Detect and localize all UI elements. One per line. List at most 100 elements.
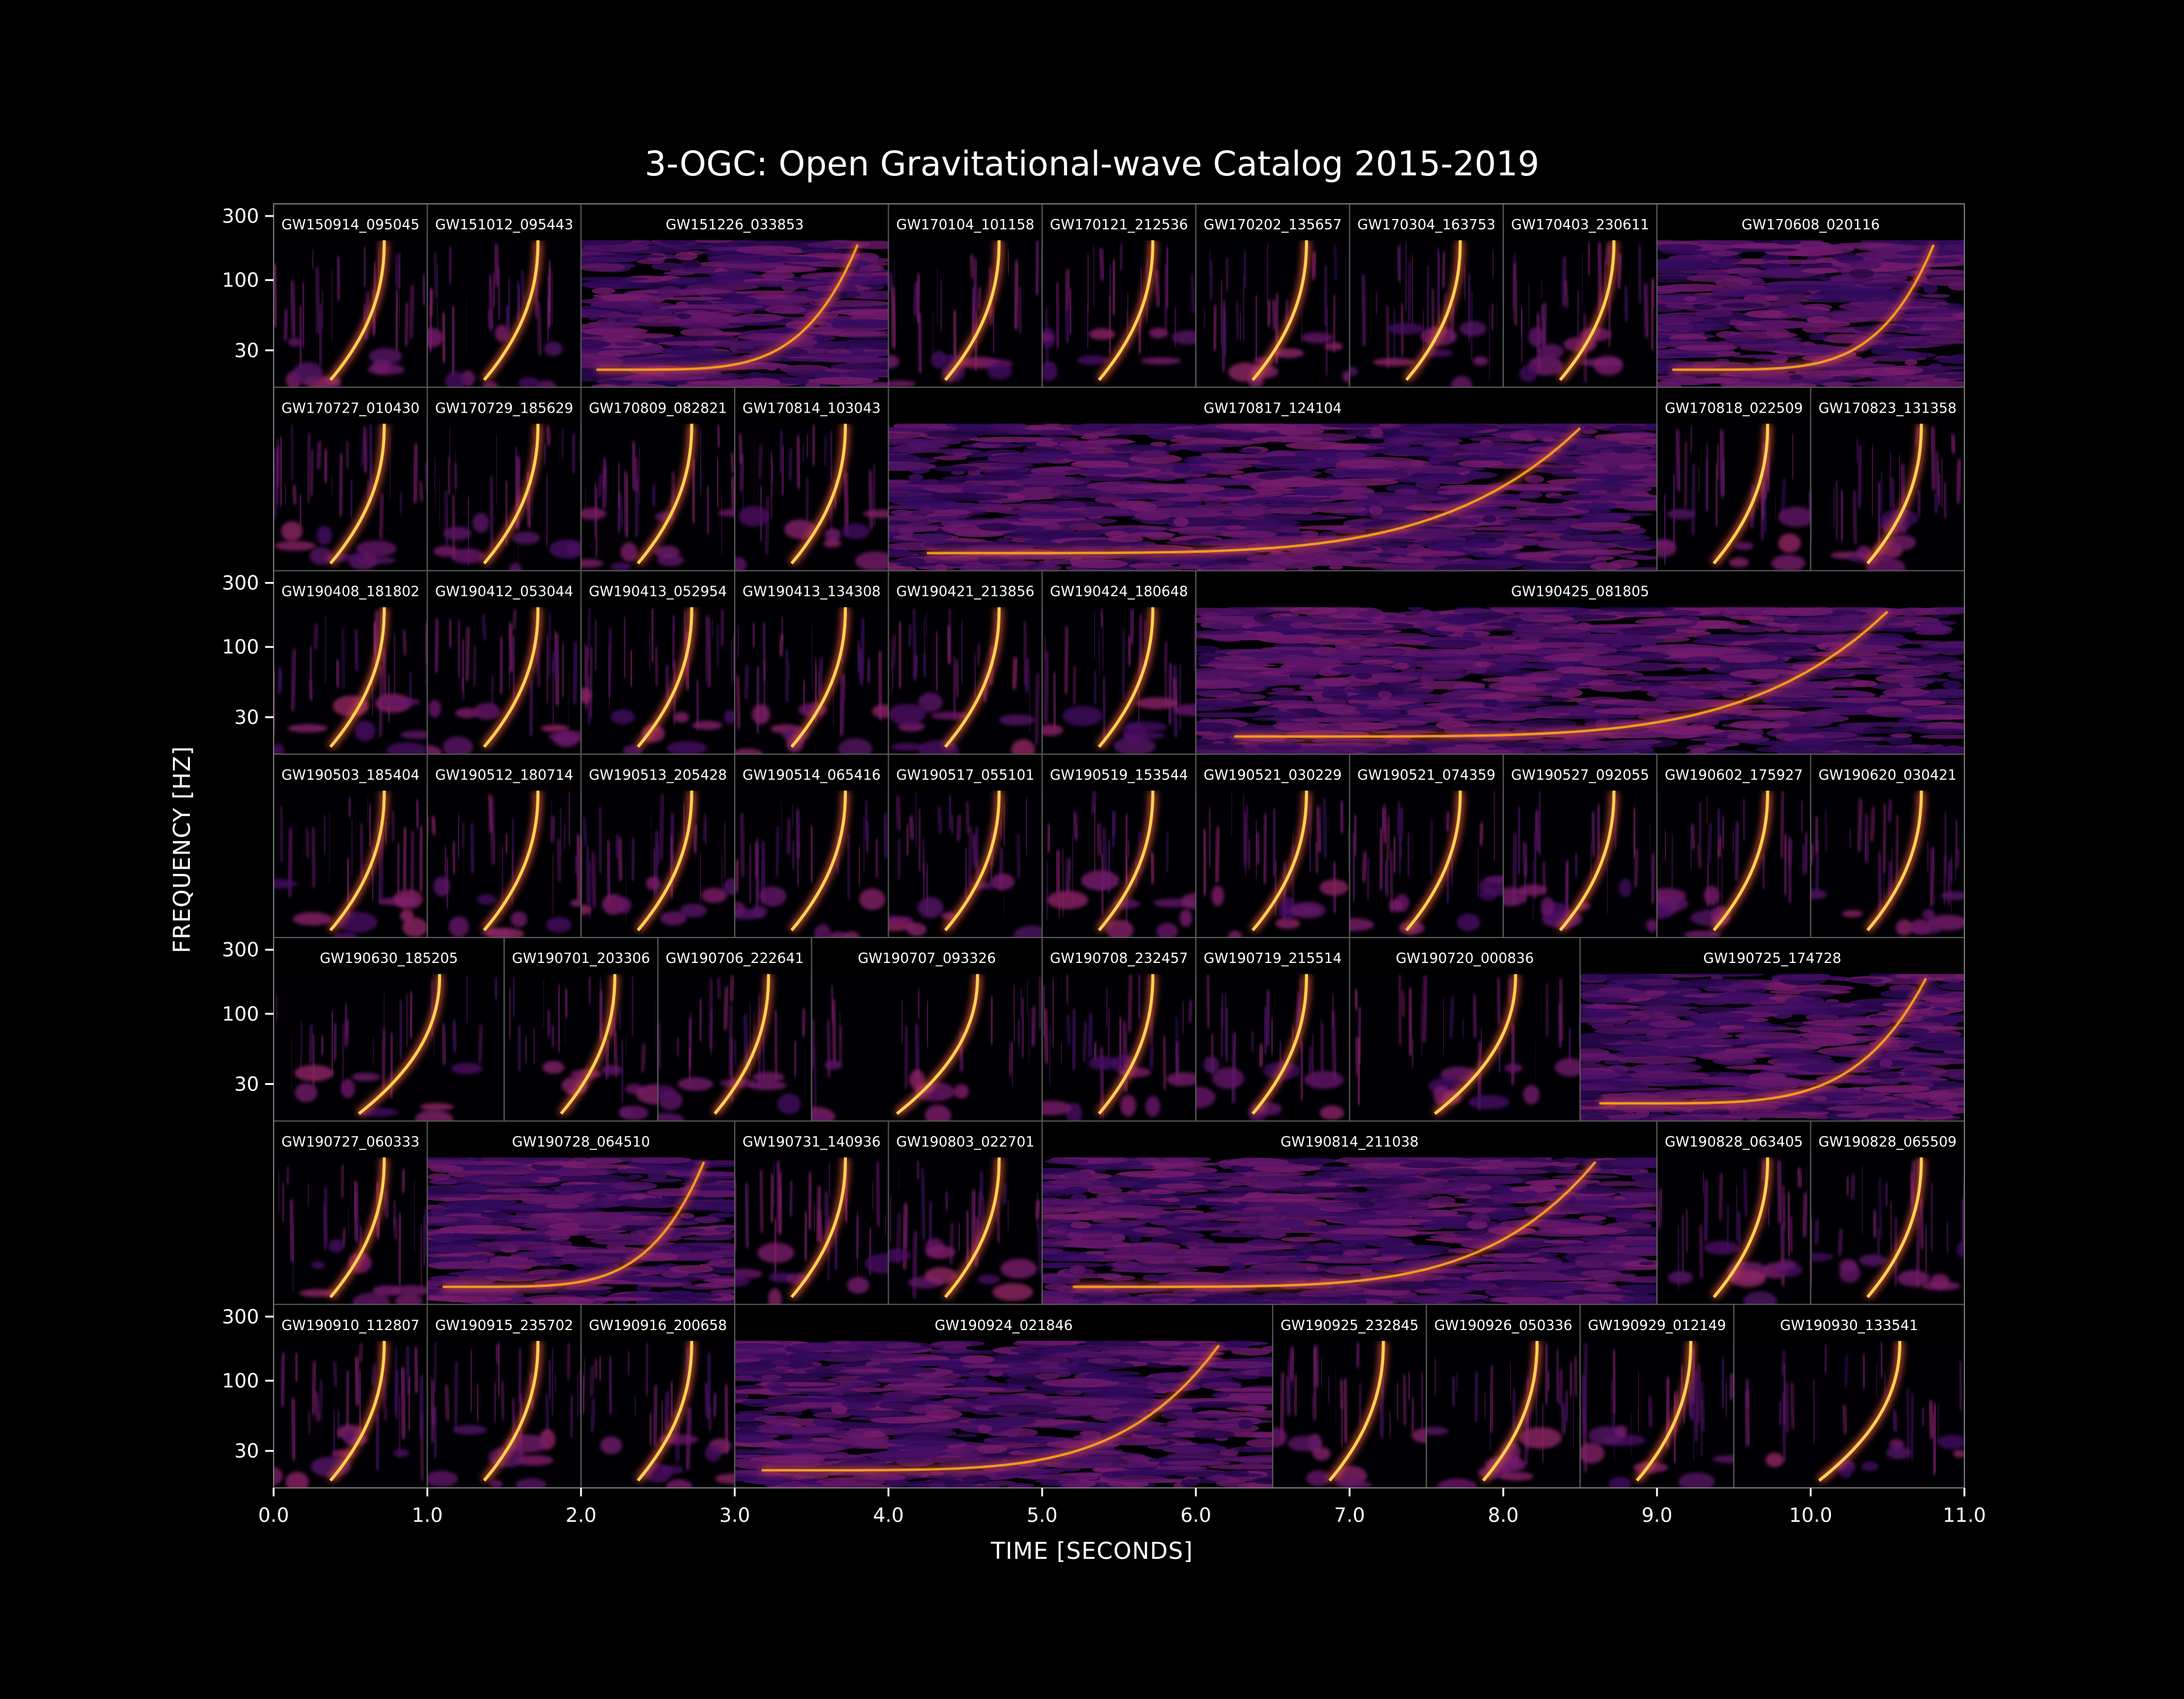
event-panel: GW190719_215514 bbox=[1195, 937, 1350, 1122]
event-label: GW190503_185404 bbox=[281, 768, 420, 783]
event-panel: GW190412_053044 bbox=[426, 570, 582, 755]
event-label: GW150914_095045 bbox=[281, 217, 420, 233]
y-tick-label: 300 bbox=[222, 572, 259, 595]
y-tick-label: 30 bbox=[234, 706, 259, 729]
event-label: GW190708_232457 bbox=[1050, 951, 1188, 967]
event-panel: GW170814_103043 bbox=[734, 387, 889, 572]
event-panel: GW170104_101158 bbox=[888, 203, 1043, 388]
y-tick-label: 30 bbox=[234, 1439, 259, 1462]
event-label: GW190521_030229 bbox=[1204, 768, 1342, 783]
event-panel: GW170608_020116 bbox=[1656, 203, 1965, 388]
event-panel: GW190630_185205 bbox=[273, 937, 505, 1122]
x-tick-label: 3.0 bbox=[720, 1504, 750, 1527]
event-panel: GW170729_185629 bbox=[426, 387, 582, 572]
x-tick-label: 9.0 bbox=[1642, 1504, 1673, 1527]
y-tick-label: 100 bbox=[222, 269, 259, 292]
event-label: GW190527_092055 bbox=[1511, 768, 1650, 783]
chart-title: 3-OGC: Open Gravitational-wave Catalog 2… bbox=[644, 144, 1540, 184]
event-panel: GW190521_030229 bbox=[1195, 753, 1350, 939]
event-panel: GW190602_175927 bbox=[1656, 753, 1812, 939]
event-label: GW190727_060333 bbox=[281, 1135, 420, 1150]
event-panel: GW190814_211038 bbox=[1041, 1120, 1658, 1305]
event-panel: GW190929_012149 bbox=[1579, 1303, 1734, 1489]
event-label: GW190916_200658 bbox=[589, 1318, 727, 1334]
event-label: GW170608_020116 bbox=[1742, 217, 1880, 233]
x-tick-label: 7.0 bbox=[1334, 1504, 1365, 1527]
y-tick-label: 100 bbox=[222, 1002, 259, 1025]
event-panel: GW190701_203306 bbox=[504, 937, 659, 1122]
event-panel: GW190706_222641 bbox=[657, 937, 812, 1122]
x-tick-label: 8.0 bbox=[1488, 1504, 1518, 1527]
event-label: GW170403_230611 bbox=[1511, 217, 1650, 233]
event-label: GW190513_205428 bbox=[589, 768, 727, 783]
event-label: GW190521_074359 bbox=[1357, 768, 1495, 783]
event-label: GW190412_053044 bbox=[435, 584, 573, 600]
y-tick-label: 100 bbox=[222, 1369, 259, 1392]
event-label: GW170729_185629 bbox=[435, 400, 573, 416]
event-panel: GW150914_095045 bbox=[273, 203, 428, 388]
x-tick-label: 2.0 bbox=[565, 1504, 596, 1527]
event-panel: GW190720_000836 bbox=[1349, 937, 1581, 1122]
event-panel: GW190421_213856 bbox=[888, 570, 1043, 755]
x-tick-label: 10.0 bbox=[1789, 1504, 1832, 1527]
event-panel: GW190413_052954 bbox=[580, 570, 736, 755]
event-panel: GW190519_153544 bbox=[1041, 753, 1197, 939]
event-panel: GW151226_033853 bbox=[580, 203, 889, 388]
event-panel: GW190408_181802 bbox=[273, 570, 428, 755]
event-label: GW190728_064510 bbox=[512, 1135, 650, 1150]
event-label: GW190706_222641 bbox=[666, 951, 804, 967]
event-label: GW190929_012149 bbox=[1588, 1318, 1726, 1334]
event-label: GW190731_140936 bbox=[743, 1135, 881, 1150]
event-label: GW170121_212536 bbox=[1050, 217, 1188, 233]
event-panel: GW190915_235702 bbox=[426, 1303, 582, 1489]
event-panel: GW190727_060333 bbox=[273, 1120, 428, 1305]
event-label: GW190925_232845 bbox=[1281, 1318, 1419, 1334]
y-tick-label: 300 bbox=[222, 1305, 259, 1328]
event-label: GW170817_124104 bbox=[1204, 400, 1342, 416]
event-label: GW190413_052954 bbox=[589, 584, 727, 600]
y-tick-label: 30 bbox=[234, 1073, 259, 1096]
event-label: GW170104_101158 bbox=[896, 217, 1034, 233]
event-panel: GW170817_124104 bbox=[888, 387, 1658, 572]
event-panel: GW190517_055101 bbox=[888, 753, 1043, 939]
event-label: GW190425_081805 bbox=[1511, 584, 1650, 600]
event-label: GW190930_133541 bbox=[1780, 1318, 1918, 1334]
event-label: GW190814_211038 bbox=[1281, 1135, 1419, 1150]
event-panel: GW190513_205428 bbox=[580, 753, 736, 939]
event-label: GW151012_095443 bbox=[435, 217, 573, 233]
event-label: GW190424_180648 bbox=[1050, 584, 1188, 600]
event-label: GW190924_021846 bbox=[935, 1318, 1073, 1334]
event-panel: GW170121_212536 bbox=[1041, 203, 1197, 388]
event-label: GW190602_175927 bbox=[1665, 768, 1803, 783]
event-label: GW190514_065416 bbox=[743, 768, 881, 783]
event-label: GW190421_213856 bbox=[896, 584, 1034, 600]
event-panel: GW190512_180714 bbox=[426, 753, 582, 939]
event-label: GW170304_163753 bbox=[1357, 217, 1495, 233]
y-tick-label: 300 bbox=[222, 204, 259, 228]
event-label: GW190413_134308 bbox=[743, 584, 881, 600]
event-label: GW190519_153544 bbox=[1050, 768, 1188, 783]
event-label: GW190719_215514 bbox=[1204, 951, 1342, 967]
event-panel: GW190708_232457 bbox=[1041, 937, 1197, 1122]
event-panel: GW190413_134308 bbox=[734, 570, 889, 755]
event-panel: GW190521_074359 bbox=[1349, 753, 1504, 939]
y-tick-label: 100 bbox=[222, 635, 259, 658]
event-label: GW190910_112807 bbox=[281, 1318, 420, 1334]
event-panel: GW190527_092055 bbox=[1502, 753, 1658, 939]
event-label: GW190620_030421 bbox=[1818, 768, 1956, 783]
event-label: GW151226_033853 bbox=[666, 217, 804, 233]
event-panel: GW190707_093326 bbox=[811, 937, 1043, 1122]
event-label: GW170814_103043 bbox=[743, 400, 881, 416]
x-tick-label: 6.0 bbox=[1181, 1504, 1212, 1527]
event-label: GW190630_185205 bbox=[320, 951, 458, 967]
y-tick-label: 300 bbox=[222, 938, 259, 961]
x-tick-label: 1.0 bbox=[412, 1504, 443, 1527]
event-label: GW190803_022701 bbox=[896, 1135, 1034, 1150]
event-panel: GW170727_010430 bbox=[273, 387, 428, 572]
event-label: GW170727_010430 bbox=[281, 400, 420, 416]
event-panel: GW190924_021846 bbox=[734, 1303, 1273, 1489]
event-panel: GW190916_200658 bbox=[580, 1303, 736, 1489]
event-panel: GW190731_140936 bbox=[734, 1120, 889, 1305]
event-label: GW170818_022509 bbox=[1665, 400, 1803, 416]
